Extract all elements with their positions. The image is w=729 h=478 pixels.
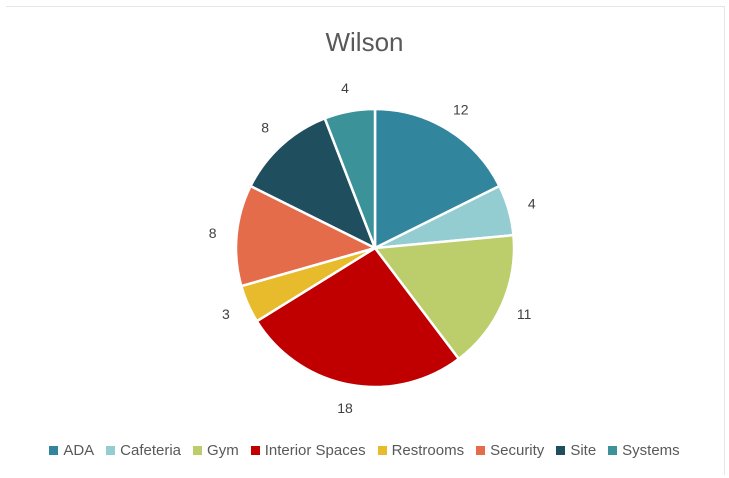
- legend-item-restrooms: Restrooms: [377, 442, 465, 459]
- legend-label: Gym: [207, 442, 239, 459]
- legend-label: Interior Spaces: [264, 442, 366, 459]
- legend-swatch: [556, 446, 566, 455]
- pie-slice-gym: [372, 233, 516, 361]
- data-label-security: 8: [209, 225, 217, 241]
- legend-item-ada: ADA: [49, 442, 94, 459]
- legend-label: Site: [570, 442, 597, 459]
- data-label-restrooms: 3: [222, 306, 230, 322]
- legend-item-gym: Gym: [193, 442, 239, 459]
- data-label-gym: 11: [517, 306, 532, 322]
- legend-swatch: [49, 446, 59, 455]
- legend-item-site: Site: [556, 442, 596, 459]
- legend-label: Systems: [622, 442, 680, 459]
- pie-slice-systems: [323, 107, 377, 249]
- chart-title: Wilson: [325, 27, 404, 57]
- legend-label: Security: [490, 442, 545, 459]
- legend: ADA Cafeteria Gym Interior Spaces Restrooms S…: [0, 442, 729, 459]
- legend-label: Cafeteria: [120, 442, 182, 459]
- legend-item-security: Security: [476, 442, 544, 459]
- legend-swatch: [106, 446, 116, 455]
- legend-label: ADA: [63, 442, 95, 459]
- data-label-interior-spaces: 18: [337, 400, 353, 416]
- legend-swatch: [608, 446, 618, 455]
- pie-slice-site: [248, 116, 378, 251]
- data-label-systems: 4: [341, 80, 349, 96]
- legend-swatch: [476, 446, 486, 455]
- legend-item-systems: Systems: [608, 442, 680, 459]
- legend-item-interior-spaces: Interior Spaces: [250, 442, 366, 459]
- pie-slice-security: [234, 184, 379, 288]
- pie-slice-ada: [373, 107, 502, 251]
- data-label-ada: 12: [453, 101, 469, 117]
- legend-label: Restrooms: [391, 442, 465, 459]
- data-label-site: 8: [261, 120, 269, 136]
- legend-swatch: [250, 446, 260, 455]
- legend-swatch: [193, 446, 203, 455]
- data-label-cafeteria: 4: [528, 195, 536, 211]
- pie-slice-interior-spaces: [255, 246, 461, 389]
- legend-swatch: [377, 446, 387, 455]
- pie-chart: 12 4 11 18 3 8 8 4: [209, 80, 536, 416]
- legend-item-cafeteria: Cafeteria: [106, 442, 181, 459]
